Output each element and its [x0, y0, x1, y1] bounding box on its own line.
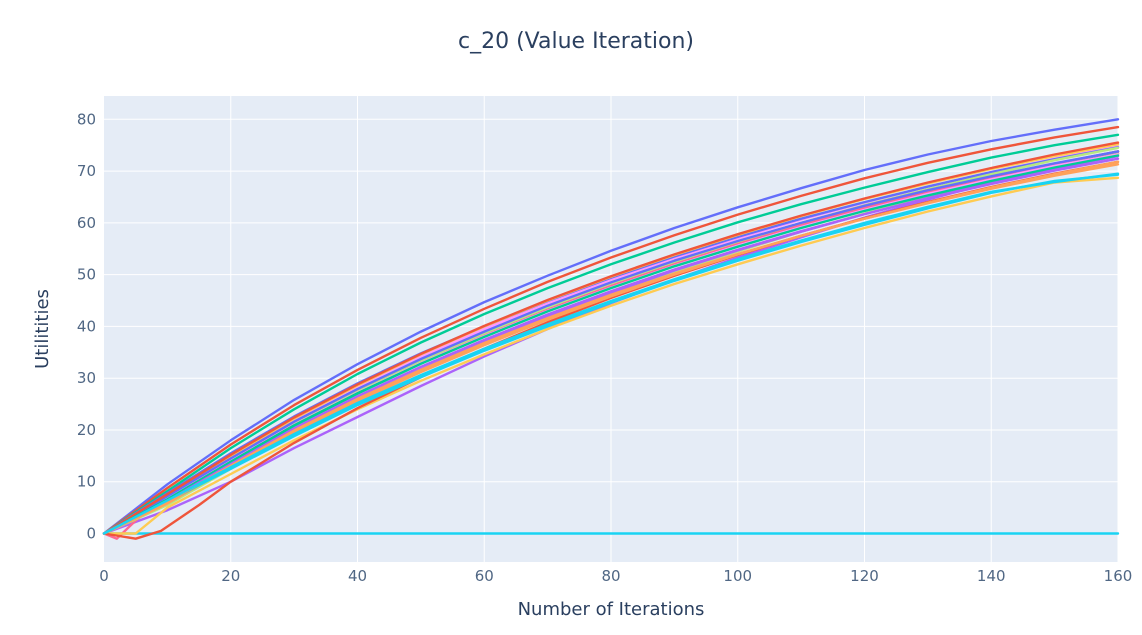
x-tick-label: 140: [977, 567, 1006, 585]
series-line-3: [102, 133, 1120, 535]
y-tick-label: 0: [86, 525, 96, 543]
y-axis-title: Utilitities: [32, 289, 53, 369]
y-tick-label: 50: [77, 266, 96, 284]
y-tick-label: 70: [77, 162, 96, 180]
x-tick-label: 40: [348, 567, 367, 585]
y-tick-label: 60: [77, 214, 96, 232]
x-tick-label: 100: [723, 567, 752, 585]
series-line-25: [102, 163, 1120, 535]
y-tick-label: 20: [77, 421, 96, 439]
y-axis-ticks: 0 10 20 30 40 50 60 70 80: [77, 110, 96, 542]
x-tick-label: 160: [1104, 567, 1133, 585]
series-line-24: [102, 157, 1120, 535]
series-line-10: [102, 176, 1120, 535]
series-line-1: [102, 118, 1120, 535]
series-lines: [102, 118, 1120, 540]
x-axis-ticks: 0 20 40 60 80 100 120 140 160: [99, 567, 1132, 585]
x-tick-label: 120: [850, 567, 879, 585]
series-line-21: [102, 150, 1120, 535]
x-tick-label: 0: [99, 567, 109, 585]
x-tick-label: 60: [475, 567, 494, 585]
series-line-22: [102, 141, 1120, 535]
y-tick-label: 10: [77, 473, 96, 491]
x-tick-label: 20: [221, 567, 240, 585]
chart-title: c_20 (Value Iteration): [458, 29, 694, 54]
series-line-2: [102, 125, 1120, 535]
y-tick-label: 40: [77, 317, 96, 335]
y-tick-label: 80: [77, 110, 96, 128]
series-line-23: [102, 154, 1120, 535]
series-line-26: [102, 172, 1120, 535]
x-axis-title: Number of Iterations: [518, 599, 705, 620]
series-line-16: [102, 173, 1120, 535]
x-tick-label: 80: [601, 567, 620, 585]
y-tick-label: 30: [77, 369, 96, 387]
